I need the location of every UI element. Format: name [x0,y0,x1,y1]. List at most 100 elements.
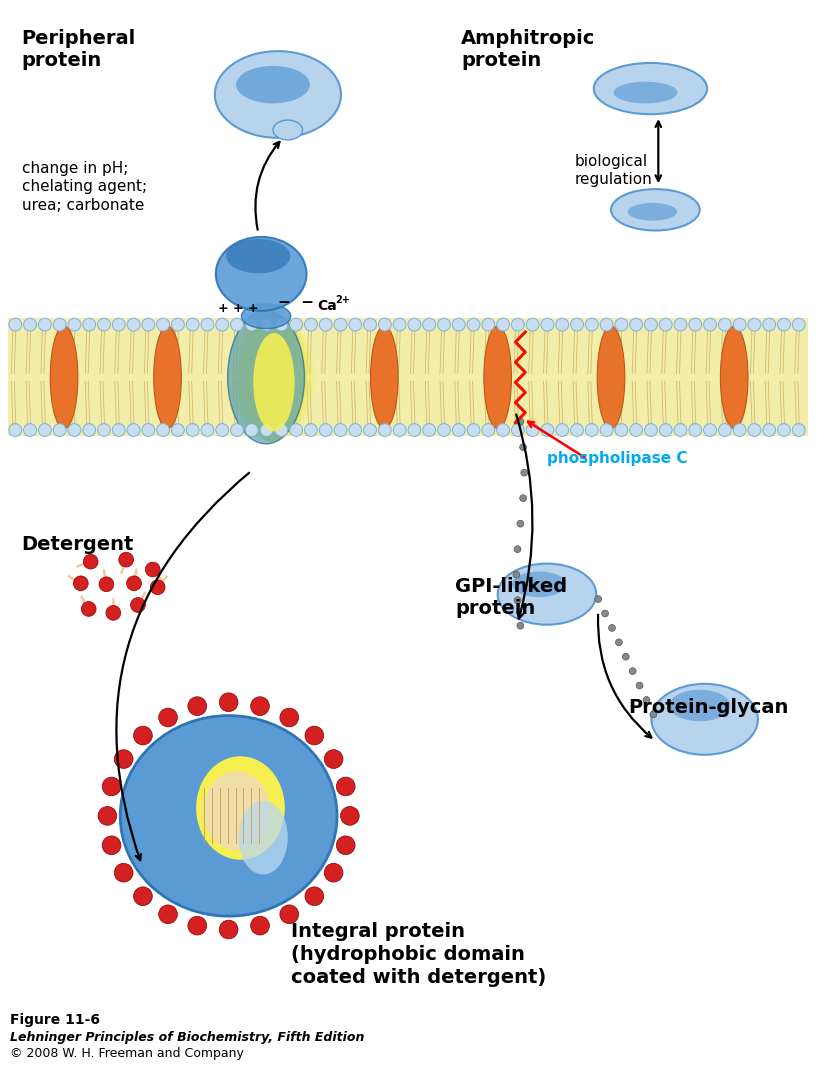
Circle shape [188,917,207,935]
Circle shape [540,423,553,436]
Circle shape [673,318,686,331]
Text: biological
regulation: biological regulation [574,153,652,188]
Circle shape [643,423,657,436]
Circle shape [452,318,465,331]
Circle shape [594,596,601,602]
Circle shape [635,682,643,689]
Circle shape [601,610,608,616]
Ellipse shape [483,326,511,429]
Circle shape [324,749,342,769]
Circle shape [83,423,95,436]
Circle shape [171,318,184,331]
Circle shape [516,520,523,527]
Circle shape [304,423,317,436]
Text: Peripheral
protein: Peripheral protein [22,29,136,71]
Circle shape [791,318,804,331]
Ellipse shape [214,51,341,138]
Circle shape [658,318,672,331]
Ellipse shape [238,801,288,875]
Ellipse shape [370,326,398,429]
Circle shape [762,423,775,436]
Circle shape [408,423,420,436]
Text: Ca: Ca [317,299,337,313]
Circle shape [688,423,700,436]
Circle shape [133,887,152,906]
Circle shape [102,836,121,854]
Circle shape [747,318,760,331]
Circle shape [260,318,273,331]
Circle shape [99,577,113,592]
Circle shape [141,423,155,436]
Text: Protein-glycan: Protein-glycan [628,698,788,716]
Circle shape [703,423,715,436]
Circle shape [171,423,184,436]
Circle shape [304,726,323,745]
Circle shape [718,318,730,331]
Circle shape [216,423,228,436]
Circle shape [466,318,480,331]
Circle shape [127,423,140,436]
Circle shape [112,423,125,436]
Ellipse shape [596,326,624,429]
Circle shape [289,318,302,331]
Circle shape [102,777,121,795]
Circle shape [733,318,745,331]
Ellipse shape [273,120,302,139]
Circle shape [452,423,465,436]
Circle shape [340,806,359,825]
Circle shape [131,597,146,612]
Circle shape [649,711,656,718]
Circle shape [24,318,36,331]
Circle shape [348,423,361,436]
Circle shape [188,697,207,715]
Circle shape [513,571,519,578]
Circle shape [511,423,523,436]
Circle shape [260,423,273,436]
Circle shape [251,697,269,715]
Circle shape [324,863,342,882]
Ellipse shape [234,313,307,442]
Circle shape [245,423,258,436]
Circle shape [585,423,597,436]
Circle shape [614,318,627,331]
Circle shape [378,318,391,331]
Circle shape [348,318,361,331]
Circle shape [9,423,22,436]
Ellipse shape [203,772,270,850]
Circle shape [53,423,66,436]
Text: GPI-linked
protein: GPI-linked protein [455,578,566,619]
Circle shape [516,622,523,629]
Ellipse shape [231,313,311,442]
Circle shape [540,318,553,331]
Circle shape [437,318,450,331]
Circle shape [496,318,509,331]
Circle shape [81,601,96,616]
Ellipse shape [253,333,294,432]
Circle shape [496,423,509,436]
Text: Integral protein
(hydrophobic domain
coated with detergent): Integral protein (hydrophobic domain coa… [290,922,545,987]
Circle shape [658,423,672,436]
Ellipse shape [627,203,676,221]
Circle shape [231,318,243,331]
Circle shape [643,318,657,331]
Circle shape [275,318,288,331]
Circle shape [304,887,323,906]
Circle shape [146,562,160,577]
Circle shape [118,552,133,567]
Ellipse shape [216,237,306,311]
Circle shape [762,318,775,331]
Text: change in pH;
chelating agent;
urea; carbonate: change in pH; chelating agent; urea; car… [22,161,146,212]
Ellipse shape [196,756,284,860]
Circle shape [570,423,583,436]
Circle shape [393,423,405,436]
Circle shape [114,863,133,882]
Circle shape [159,709,177,727]
Ellipse shape [50,326,78,429]
Circle shape [133,726,152,745]
Circle shape [481,318,494,331]
Circle shape [53,318,66,331]
Circle shape [570,318,583,331]
Circle shape [481,423,494,436]
Circle shape [68,318,81,331]
Circle shape [319,423,332,436]
